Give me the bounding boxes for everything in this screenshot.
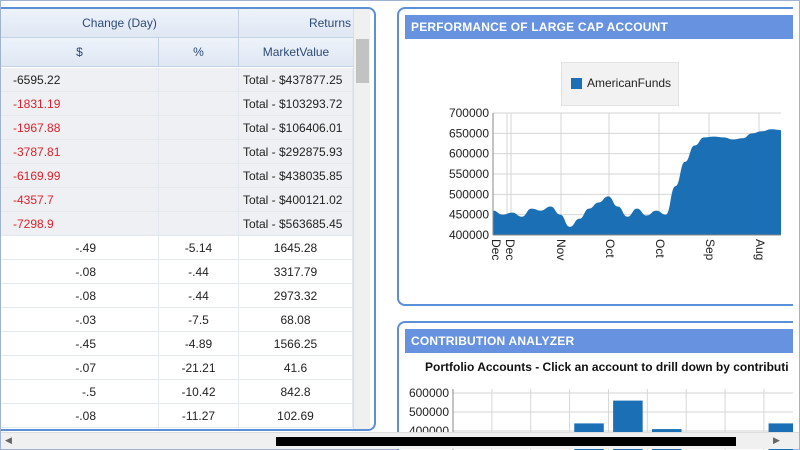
scroll-right-arrow-icon[interactable]: ▶ [773,435,780,446]
total-percent-cell [159,212,239,236]
y-tick-label: 600000 [409,386,449,400]
total-change-cell: -6595.22 [1,68,159,92]
holdings-grid: Change (Day) Returns $ % MarketValue -65… [1,9,353,431]
detail-market-value-cell: 3317.79 [239,260,353,284]
grid-total-row[interactable]: -6169.99 Total - $438035.85 [1,164,353,188]
total-market-value-cell: Total - $438035.85 [239,164,353,188]
total-percent-cell [159,140,239,164]
holdings-grid-panel: Change (Day) Returns $ % MarketValue -65… [1,7,376,431]
total-market-value-cell: Total - $563685.45 [239,212,353,236]
total-change-cell: -1967.88 [1,116,159,140]
y-tick-label: 450000 [449,208,489,222]
total-market-value-cell: Total - $437877.25 [239,68,353,92]
x-tick-label: Sep [703,239,717,261]
grid-scroll-thumb[interactable] [356,39,369,83]
detail-change-cell: -.08 [1,260,159,284]
x-tick-label: Aug [753,239,767,260]
detail-percent-cell: -21.21 [159,356,239,380]
scroll-left-arrow-icon[interactable]: ◀ [5,435,12,446]
header-market-value[interactable]: MarketValue [239,38,353,67]
horizontal-scroll-thumb[interactable] [276,437,736,446]
total-change-cell: -1831.19 [1,92,159,116]
detail-change-cell: -.49 [1,236,159,260]
total-market-value-cell: Total - $400121.02 [239,188,353,212]
grid-total-row[interactable]: -1831.19 Total - $103293.72 [1,92,353,116]
header-change-percent[interactable]: % [159,38,239,67]
y-tick-label: 400000 [449,228,489,242]
detail-percent-cell: -.44 [159,260,239,284]
detail-market-value-cell: 1566.25 [239,332,353,356]
detail-change-cell: -.5 [1,380,159,404]
series-area [493,129,781,235]
x-tick-label: Dec [503,239,517,260]
header-returns[interactable]: Returns [239,9,353,38]
y-tick-label: 500000 [449,187,489,201]
horizontal-scrollbar[interactable]: ◀ ▶ [1,432,799,449]
grid-header-group-row: Change (Day) Returns [1,9,353,38]
y-tick-label: 550000 [449,167,489,181]
y-tick-label: 700000 [449,106,489,120]
header-change-day[interactable]: Change (Day) [1,9,239,38]
total-percent-cell [159,164,239,188]
detail-change-cell: -.45 [1,332,159,356]
grid-detail-row[interactable]: -.07 -21.21 41.6 [1,356,353,380]
detail-percent-cell: -.44 [159,284,239,308]
total-change-cell: -4357.7 [1,188,159,212]
grid-detail-row[interactable]: -.5 -10.42 842.8 [1,380,353,404]
total-change-cell: -6169.99 [1,164,159,188]
grid-detail-row[interactable]: -.08 -11.27 102.69 [1,404,353,428]
total-market-value-cell: Total - $106406.01 [239,116,353,140]
total-percent-cell [159,68,239,92]
total-change-cell: -3787.81 [1,140,159,164]
performance-panel: PERFORMANCE OF LARGE CAP ACCOUNT America… [397,7,793,306]
detail-percent-cell: -11.27 [159,404,239,428]
total-change-cell: -7298.9 [1,212,159,236]
detail-percent-cell: -7.5 [159,308,239,332]
y-tick-label: 650000 [449,126,489,140]
detail-market-value-cell: 41.6 [239,356,353,380]
grid-total-row[interactable]: -7298.9 Total - $563685.45 [1,212,353,236]
total-market-value-cell: Total - $103293.72 [239,92,353,116]
grid-detail-row[interactable]: -.49 -5.14 1645.28 [1,236,353,260]
grid-detail-row[interactable]: -.08 -.44 2973.32 [1,284,353,308]
grid-total-row[interactable]: -6595.22 Total - $437877.25 [1,68,353,92]
detail-change-cell: -.08 [1,284,159,308]
detail-change-cell: -.03 [1,308,159,332]
grid-total-row[interactable]: -3787.81 Total - $292875.93 [1,140,353,164]
grid-vertical-scrollbar[interactable] [353,9,370,431]
y-tick-label: 500000 [409,405,449,419]
grid-detail-row[interactable]: -.03 -7.5 68.08 [1,308,353,332]
detail-market-value-cell: 102.69 [239,404,353,428]
detail-market-value-cell: 68.08 [239,308,353,332]
detail-market-value-cell: 1645.28 [239,236,353,260]
detail-percent-cell: -5.14 [159,236,239,260]
grid-detail-row[interactable]: -.08 -.44 3317.79 [1,260,353,284]
header-change-dollar[interactable]: $ [1,38,159,67]
detail-percent-cell: -4.89 [159,332,239,356]
detail-market-value-cell: 2973.32 [239,284,353,308]
total-percent-cell [159,116,239,140]
x-tick-label: Oct [653,239,667,258]
detail-change-cell: -.07 [1,356,159,380]
grid-header-column-row: $ % MarketValue [1,38,353,67]
y-tick-label: 600000 [449,147,489,161]
x-tick-label: Oct [603,239,617,258]
performance-area-chart[interactable]: 400000 450000 500000 550000 600000 650000 7000… [399,9,793,306]
total-percent-cell [159,188,239,212]
grid-total-row[interactable]: -1967.88 Total - $106406.01 [1,116,353,140]
grid-detail-row[interactable]: -.45 -4.89 1566.25 [1,332,353,356]
grid-total-row[interactable]: -4357.7 Total - $400121.02 [1,188,353,212]
detail-change-cell: -.08 [1,404,159,428]
detail-percent-cell: -10.42 [159,380,239,404]
total-market-value-cell: Total - $292875.93 [239,140,353,164]
total-percent-cell [159,92,239,116]
detail-market-value-cell: 842.8 [239,380,353,404]
contribution-panel: CONTRIBUTION ANALYZER Portfolio Accounts… [397,321,793,450]
x-tick-label: Nov [554,239,568,260]
x-tick-label: Dec [489,239,503,260]
